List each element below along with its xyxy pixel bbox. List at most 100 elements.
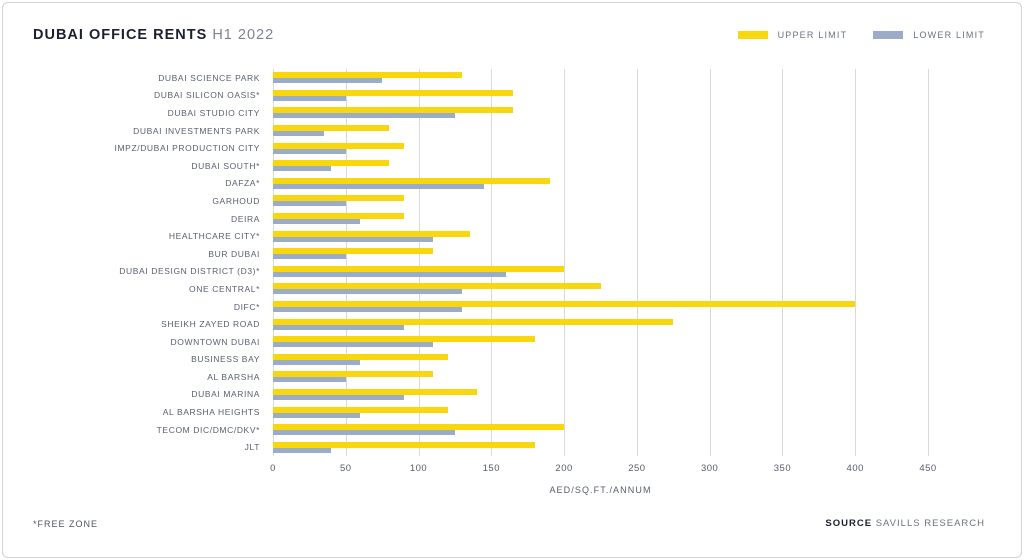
lower-limit-bar xyxy=(273,148,346,154)
x-tick-label: 350 xyxy=(773,463,792,475)
chart-title-main: DUBAI OFFICE RENTS xyxy=(33,27,208,43)
bar-chart: DUBAI SCIENCE PARK DUBAI SILICON OASIS* DU… xyxy=(33,69,936,496)
bar-group xyxy=(273,298,928,316)
bar-group xyxy=(273,351,928,369)
upper-limit-bar xyxy=(273,388,477,395)
x-tick-label: 400 xyxy=(846,463,864,475)
lower-limit-bar xyxy=(273,131,324,137)
bar-group xyxy=(273,421,928,439)
lower-limit-bar xyxy=(273,394,404,400)
upper-limit-bar xyxy=(273,125,390,132)
chart-row: DUBAI SILICON OASIS* xyxy=(33,87,928,105)
upper-limit-bar xyxy=(273,107,514,114)
lower-limit-bar xyxy=(273,254,346,260)
bar-group xyxy=(273,157,928,175)
bar-group xyxy=(273,403,928,421)
chart-row: DAFZA* xyxy=(33,175,928,193)
freezone-note: *FREE ZONE xyxy=(33,518,99,529)
lower-limit-bar xyxy=(273,447,332,453)
chart-row: ONE CENTRAL* xyxy=(33,280,928,298)
lower-limit-bar xyxy=(273,183,485,189)
gridline xyxy=(928,69,929,457)
chart-row: TECOM DIC/DMC/DKV* xyxy=(33,421,928,439)
gridline xyxy=(709,69,711,457)
upper-limit-bar xyxy=(273,353,448,360)
gridline xyxy=(491,69,493,457)
chart-row: AL BARSHA xyxy=(33,368,928,386)
bar-group xyxy=(273,280,928,298)
lower-limit-bar xyxy=(273,95,346,101)
x-axis-label: AED/SQ.FT./ANNUM xyxy=(549,485,652,496)
bar-group xyxy=(273,175,928,193)
gridline xyxy=(345,69,347,457)
upper-limit-bar xyxy=(273,283,601,290)
upper-limit-bar xyxy=(273,230,470,237)
category-label: DUBAI STUDIO CITY xyxy=(167,107,260,118)
upper-limit-bar xyxy=(273,72,463,79)
bar-group xyxy=(273,104,928,122)
chart-row: DUBAI DESIGN DISTRICT (D3)* xyxy=(33,263,928,281)
gridline xyxy=(782,69,784,457)
category-label: DUBAI SOUTH* xyxy=(191,160,260,171)
upper-limit-swatch-icon xyxy=(737,31,768,39)
lower-limit-bar xyxy=(273,78,383,84)
lower-limit-bar xyxy=(273,342,434,348)
bar-group xyxy=(273,438,928,456)
legend-item-upper-limit: UPPER LIMIT xyxy=(737,30,848,40)
x-tick-label: 0 xyxy=(270,463,276,475)
bar-group xyxy=(273,315,928,333)
chart-row: DUBAI INVESTMENTS PARK xyxy=(33,122,928,140)
upper-limit-bar xyxy=(273,301,856,308)
chart-row: AL BARSHA HEIGHTS xyxy=(33,403,928,421)
upper-limit-bar xyxy=(273,371,434,378)
chart-title: DUBAI OFFICE RENTS H1 2022 xyxy=(33,27,274,43)
upper-limit-bar xyxy=(273,406,448,413)
category-label: HEALTHCARE CITY* xyxy=(168,231,260,242)
chart-row: IMPZ/DUBAI PRODUCTION CITY xyxy=(33,139,928,157)
category-label: DEIRA xyxy=(231,213,260,224)
upper-limit-bar xyxy=(273,89,514,96)
x-tick-label: 100 xyxy=(409,463,428,475)
lower-limit-bar xyxy=(273,289,463,295)
x-tick-label: 250 xyxy=(628,463,646,475)
category-label: IMPZ/DUBAI PRODUCTION CITY xyxy=(114,143,260,154)
bar-group xyxy=(273,69,928,87)
bar-group xyxy=(273,122,928,140)
category-label: BUSINESS BAY xyxy=(191,354,260,365)
category-label: AL BARSHA HEIGHTS xyxy=(162,407,260,418)
lower-limit-bar xyxy=(273,412,361,418)
bar-group xyxy=(273,263,928,281)
upper-limit-bar xyxy=(273,142,404,149)
source-value: SAVILLS RESEARCH xyxy=(872,518,985,529)
chart-body: DUBAI SCIENCE PARK DUBAI SILICON OASIS* DU… xyxy=(33,69,929,457)
chart-row: DUBAI SCIENCE PARK xyxy=(33,69,928,87)
category-label: DOWNTOWN DUBAI xyxy=(170,336,260,347)
chart-row: DIFC* xyxy=(33,298,928,316)
upper-limit-bar xyxy=(273,336,535,343)
category-label: DUBAI SILICON OASIS* xyxy=(154,90,260,101)
chart-row: BUSINESS BAY xyxy=(33,351,928,369)
chart-row: HEALTHCARE CITY* xyxy=(33,227,928,245)
bar-group xyxy=(273,333,928,351)
category-label: TECOM DIC/DMC/DKV* xyxy=(156,424,260,435)
category-label: BUR DUBAI xyxy=(208,248,260,259)
chart-row: DOWNTOWN DUBAI xyxy=(33,333,928,351)
bar-group xyxy=(273,227,928,245)
lower-limit-bar xyxy=(273,271,506,277)
bar-group xyxy=(273,386,928,404)
source-label: SOURCE xyxy=(825,518,873,529)
legend-label: LOWER LIMIT xyxy=(913,30,985,40)
lower-limit-bar xyxy=(273,324,404,330)
category-label: GARHOUD xyxy=(212,195,260,206)
category-label: DUBAI DESIGN DISTRICT (D3)* xyxy=(119,266,260,277)
category-label: SHEIKH ZAYED ROAD xyxy=(161,319,260,330)
x-tick-label: 50 xyxy=(339,463,352,475)
upper-limit-bar xyxy=(273,424,565,431)
chart-row: BUR DUBAI xyxy=(33,245,928,263)
bar-group xyxy=(273,210,928,228)
gridline xyxy=(418,69,420,457)
chart-rows: DUBAI SCIENCE PARK DUBAI SILICON OASIS* DU… xyxy=(33,69,928,456)
chart-footer: *FREE ZONE SOURCE SAVILLS RESEARCH xyxy=(33,518,985,529)
gridlines xyxy=(273,69,929,457)
